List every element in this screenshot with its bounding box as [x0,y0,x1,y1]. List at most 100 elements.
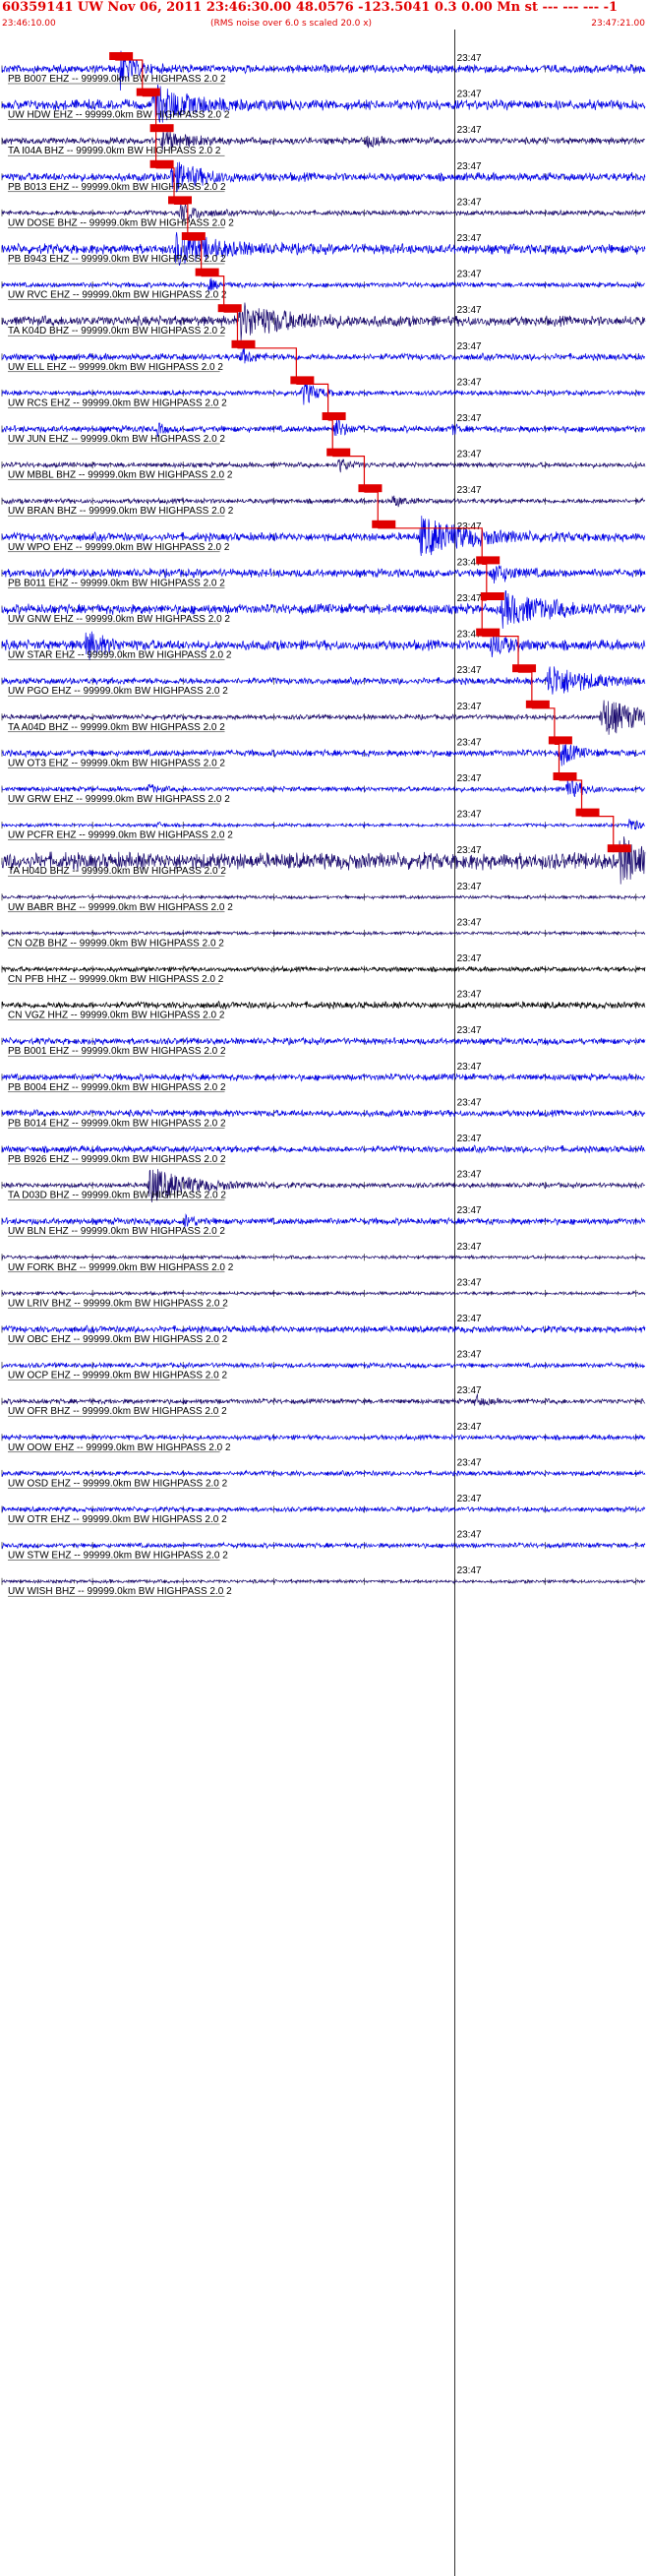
time-marker-label: 23:47 [457,161,482,172]
station-label: PB B004 EHZ -- 99999.0km BW HIGHPASS 2.0… [8,1082,226,1093]
time-marker-label: 23:47 [457,270,482,280]
station-label: TA D03D BHZ -- 99999.0km BW HIGHPASS 2.0… [8,1191,226,1201]
station-label: UW BRAN BHZ -- 99999.0km BW HIGHPASS 2.0… [8,506,234,517]
station-label: TA I04A BHZ -- 99999.0km BW HIGHPASS 2.0… [8,146,221,156]
pick-moveout-line [518,671,533,708]
time-marker-label: 23:47 [457,1277,482,1288]
time-marker-label: 23:47 [457,557,482,568]
pick-moveout-line [155,167,175,205]
pick-moveout-line [296,383,329,420]
time-marker-label: 23:47 [457,413,482,424]
trace-waveform [1,231,646,266]
station-label: UW OOW EHZ -- 99999.0km BW HIGHPASS 2.0 … [8,1442,231,1453]
time-marker-label: 23:47 [457,1385,482,1396]
pick-moveout-line [327,419,333,457]
time-marker-label: 23:47 [457,702,482,712]
station-label: UW PGO EHZ -- 99999.0km BW HIGHPASS 2.0 … [8,686,228,697]
station-label: UW GRW EHZ -- 99999.0km BW HIGHPASS 2.0 … [8,794,230,805]
trace-waveform [1,302,646,341]
trace-waveform [1,629,646,660]
end-time: 23:47:21.00 [591,19,645,29]
trace-waveform [1,1324,646,1334]
pick-flag [136,88,160,96]
trace-waveform [1,161,646,193]
pick-moveout-line [174,203,189,240]
pick-flag [195,268,219,276]
trace-waveform [1,1505,646,1514]
station-label: PB B007 EHZ -- 99999.0km BW HIGHPASS 2.0… [8,74,226,85]
time-marker-label: 23:47 [457,810,482,821]
time-marker-label: 23:47 [457,990,482,1001]
trace-waveform [1,346,645,364]
trace-waveform [1,836,646,885]
pick-flag [181,232,206,240]
pick-flag [512,664,537,673]
station-label: UW DOSE BHZ -- 99999.0km BW HIGHPASS 2.0… [8,217,234,228]
pick-flag [326,448,351,457]
time-marker-label: 23:47 [457,53,482,64]
pick-flag [476,628,501,637]
pick-moveout-line [531,707,556,745]
trace-waveform [1,744,646,767]
pick-flag [607,844,631,853]
pick-flag [231,339,256,348]
pick-moveout-line [237,347,297,385]
pick-moveout-line [223,311,239,348]
station-label: UW STW EHZ -- 99999.0km BW HIGHPASS 2.0 … [8,1551,228,1562]
trace-waveform [1,203,646,222]
time-marker-label: 23:47 [457,773,482,784]
time-marker-label: 23:47 [457,1457,482,1468]
pick-flag [149,159,174,168]
trace-waveform [1,1169,646,1203]
trace-waveform [1,1108,646,1119]
time-marker-label: 23:47 [457,450,482,460]
trace-waveform [1,1541,646,1550]
time-marker-label: 23:47 [457,1565,482,1576]
trace-waveform [1,1254,646,1260]
trace-waveform [1,130,646,151]
pick-flag [290,376,315,385]
time-marker-label: 23:47 [457,197,482,208]
trace-waveform [1,1578,646,1585]
station-label: UW GNW EHZ -- 99999.0km BW HIGHPASS 2.0 … [8,614,230,625]
trace-waveform [1,84,646,123]
time-marker-label: 23:47 [457,1205,482,1216]
time-marker-label: 23:47 [457,377,482,388]
trace-waveform [1,277,646,292]
station-label: UW WISH BHZ -- 99999.0km BW HIGHPASS 2.0… [8,1586,232,1597]
pick-moveout-line [115,59,144,96]
trace-waveform [1,819,646,830]
pick-moveout-line [481,599,487,637]
pick-flag [525,700,550,708]
rms-note: (RMS noise over 6.0 s scaled 20.0 x) [210,19,373,29]
time-marker-label: 23:47 [457,882,482,892]
pick-moveout-line [364,491,379,528]
time-marker-label: 23:47 [457,485,482,496]
pick-moveout-line [482,563,488,600]
station-label: UW OSD EHZ -- 99999.0km BW HIGHPASS 2.0 … [8,1478,228,1489]
time-marker-label: 23:47 [457,1097,482,1108]
time-marker-label: 23:47 [457,341,482,352]
time-marker-label: 23:47 [457,1422,482,1433]
pick-flag [553,772,577,780]
trace-waveform [1,418,646,438]
trace-waveform [1,1393,646,1407]
pick-flag [372,520,396,528]
pick-flag [480,592,504,600]
station-label: UW BLN EHZ -- 99999.0km BW HIGHPASS 2.0 … [8,1226,225,1237]
start-time: 23:46:10.00 [2,19,56,29]
trace-waveform [1,50,646,92]
station-label: TA K04D BHZ -- 99999.0km BW HIGHPASS 2.0… [8,326,226,337]
time-marker-label: 23:47 [457,1314,482,1324]
trace-waveform [1,516,645,557]
time-marker-label: 23:47 [457,305,482,316]
time-marker-label: 23:47 [457,1530,482,1541]
time-marker-label: 23:47 [457,953,482,964]
station-label: PB B013 EHZ -- 99999.0km BW HIGHPASS 2.0… [8,182,226,193]
station-label: PB B943 EHZ -- 99999.0km BW HIGHPASS 2.0… [8,254,226,265]
trace-waveform [1,459,646,473]
trace-waveform [1,1213,646,1228]
trace-waveform [1,1036,646,1047]
station-label: UW MBBL BHZ -- 99999.0km BW HIGHPASS 2.0… [8,470,233,481]
trace-waveform [1,1290,646,1297]
